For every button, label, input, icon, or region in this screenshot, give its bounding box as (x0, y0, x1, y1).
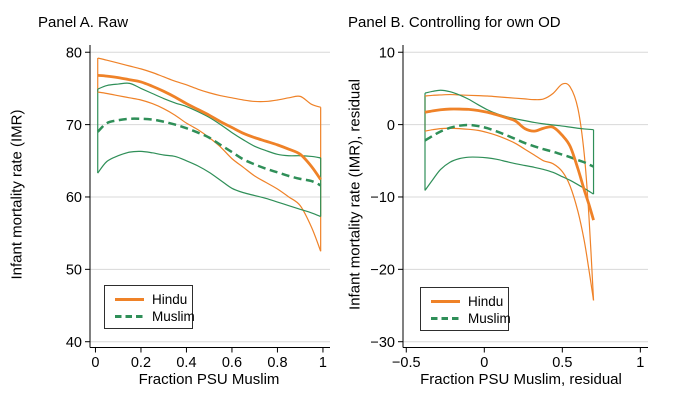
series-muslim-ci-upper (424, 89, 594, 131)
y-tick-label: −10 (370, 190, 395, 206)
x-tick-label: 0 (91, 355, 99, 371)
series-muslim-main (96, 117, 322, 187)
panel-a-y-axis-label: Infant mortality rate (IMR) (8, 109, 26, 280)
series-hindu-ci-lower (424, 127, 595, 301)
panel-b-legend: Hindu Muslim (420, 287, 511, 331)
x-tick-label: 0.8 (267, 355, 287, 371)
legend-item-hindu: Hindu (105, 291, 192, 308)
y-tick-label: 80 (66, 45, 82, 61)
hindu-line-sample (115, 298, 144, 301)
legend-label-muslim: Muslim (468, 311, 511, 326)
legend-item-muslim: Muslim (421, 310, 511, 327)
panel-a-plot-area: 80 70 60 50 40 0 0.2 0.4 0.6 0.8 1 (66, 45, 330, 371)
series-hindu-main (97, 73, 322, 181)
x-tick-label: −0.5 (392, 355, 421, 371)
x-tick-label: 0 (480, 355, 488, 371)
series-muslim-ci-lower (424, 156, 594, 195)
legend-label-hindu: Hindu (468, 294, 504, 309)
panel-b-y-axis-label: Infant mortality rate (IMR), residual (346, 79, 364, 310)
x-tick-label: 0.6 (222, 355, 242, 371)
legend-label-muslim: Muslim (152, 309, 195, 324)
hindu-line-sample (431, 300, 460, 303)
series-muslim-ci-upper (97, 82, 321, 159)
panel-a-legend: Hindu Muslim (104, 285, 195, 329)
x-tick-label: 0.2 (131, 355, 151, 371)
y-tick-label: 40 (66, 335, 82, 351)
x-tick-label: 0.4 (176, 355, 196, 371)
series-hindu-ci-upper (97, 57, 321, 108)
panel-b-x-axis-label: Fraction PSU Muslim, residual (420, 371, 622, 388)
y-tick-label: 10 (379, 45, 395, 61)
series-muslim-main (424, 123, 595, 168)
panel-a-title: Panel A. Raw (38, 14, 129, 31)
panel-b-plot-area: 10 0 −10 −20 −30 −0.5 0 0.5 1 (370, 45, 648, 371)
y-tick-label: 0 (387, 118, 395, 134)
y-tick-label: 60 (66, 190, 82, 206)
muslim-line-sample (431, 317, 460, 320)
x-tick-label: 0.5 (552, 355, 572, 371)
muslim-line-sample (115, 315, 144, 318)
panel-a-x-axis-label: Fraction PSU Muslim (138, 371, 280, 388)
series-muslim-ci-lower (97, 150, 321, 218)
legend-item-muslim: Muslim (105, 308, 195, 325)
y-tick-label: −20 (370, 263, 395, 279)
x-tick-label: 1 (319, 355, 327, 371)
panel-b-title: Panel B. Controlling for own OD (348, 14, 561, 31)
x-tick-label: 1 (636, 355, 644, 371)
legend-label-hindu: Hindu (152, 292, 188, 307)
legend-item-hindu: Hindu (421, 293, 508, 310)
series-hindu-ci-upper (424, 82, 595, 301)
y-tick-label: 50 (66, 263, 82, 279)
y-tick-label: −30 (370, 335, 395, 351)
y-tick-label: 70 (66, 118, 82, 134)
series-hindu-main (424, 107, 595, 221)
